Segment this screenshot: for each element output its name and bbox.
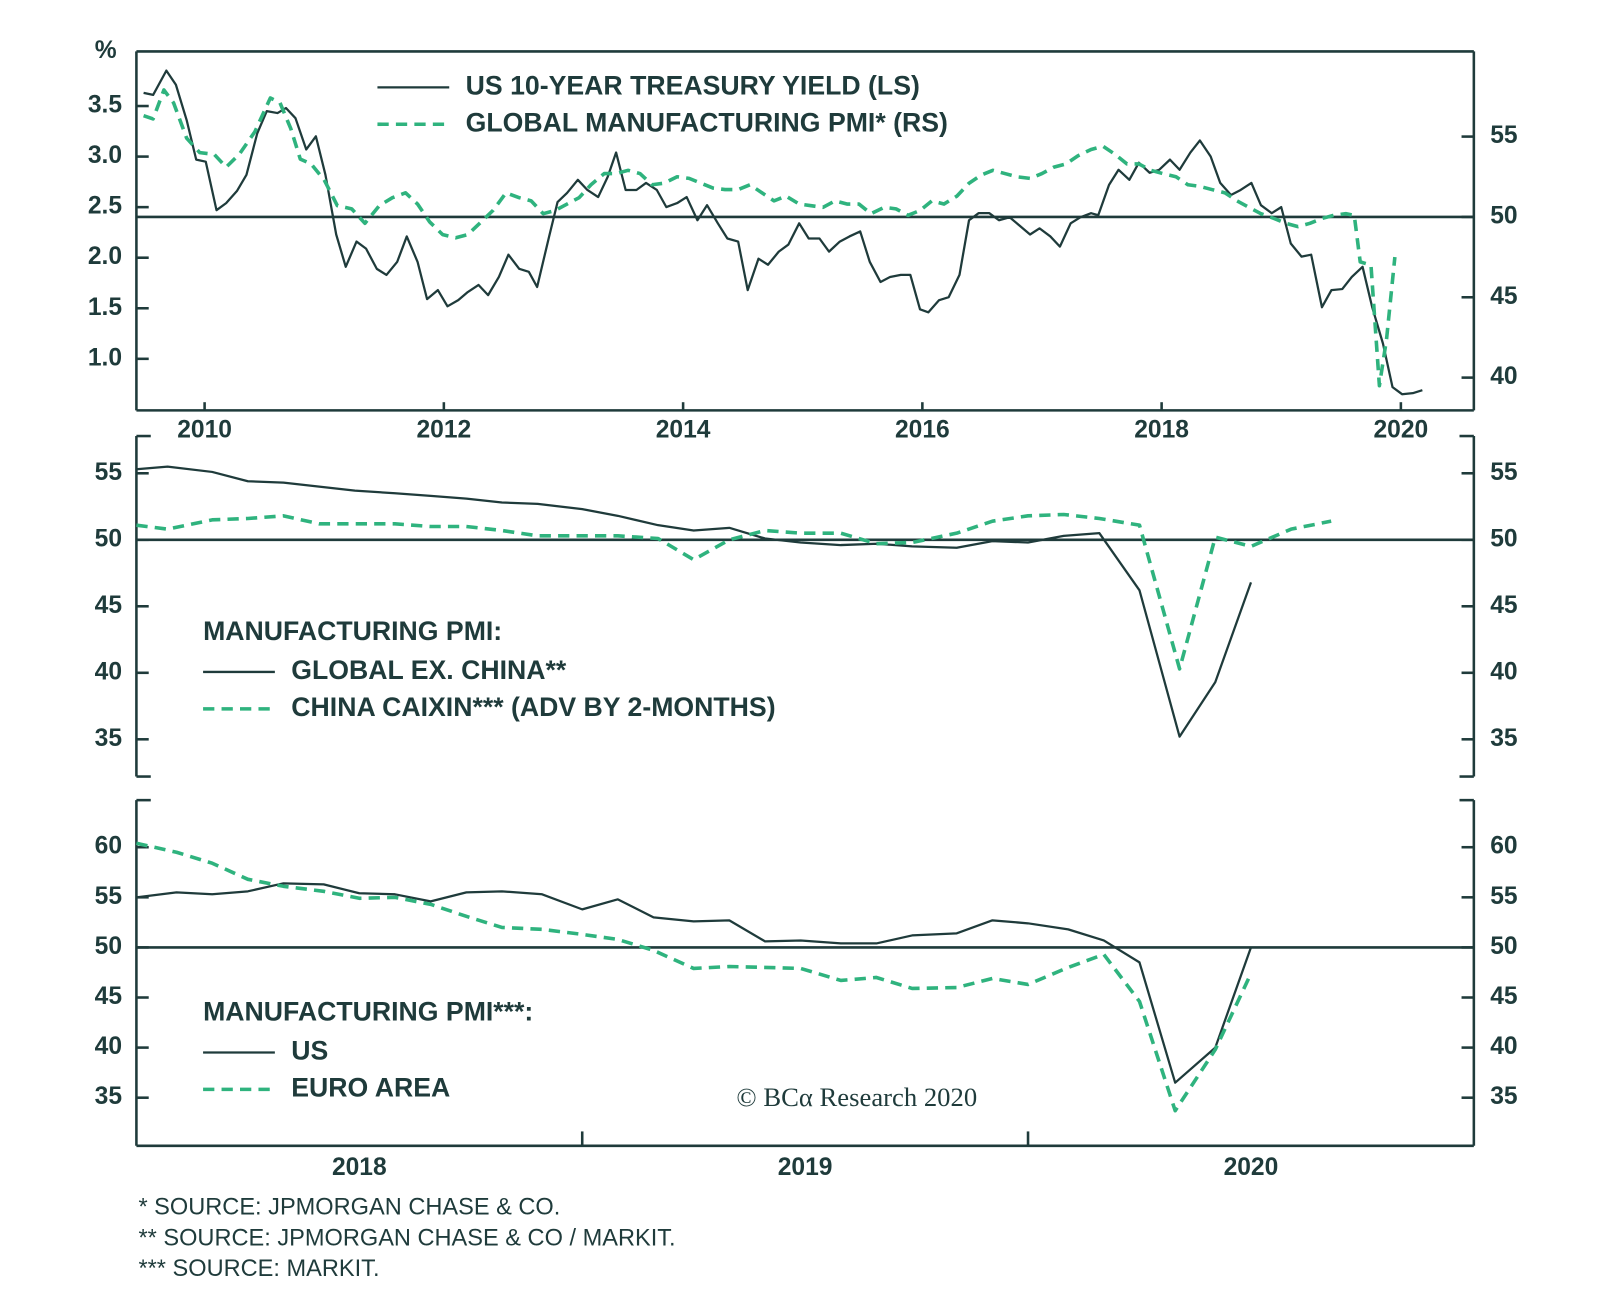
series-line bbox=[143, 69, 1423, 396]
x-tick-label: 2012 bbox=[416, 416, 471, 443]
y-tick-label: 55 bbox=[95, 883, 122, 910]
x-tick-label: 2014 bbox=[656, 416, 711, 443]
x-tick-label: 2018 bbox=[1134, 416, 1189, 443]
y2-tick-label: 35 bbox=[1490, 1083, 1517, 1110]
legend-title: MANUFACTURING PMI***: bbox=[203, 997, 533, 1027]
x-tick-label: 2018 bbox=[332, 1154, 387, 1181]
y2-tick-label: 60 bbox=[1490, 833, 1517, 860]
x-tick-label: 2020 bbox=[1224, 1154, 1279, 1181]
y-unit: % bbox=[95, 37, 117, 64]
y-tick-label: 60 bbox=[95, 833, 122, 860]
legend-label: CHINA CAIXIN*** (ADV BY 2-MONTHS) bbox=[291, 692, 775, 722]
legend-label: US 10-YEAR TREASURY YIELD (LS) bbox=[466, 70, 920, 100]
credit: © BCα Research 2020 bbox=[736, 1082, 977, 1112]
y2-tick-label: 40 bbox=[1490, 363, 1517, 390]
x-tick-label: 2020 bbox=[1373, 416, 1428, 443]
y-tick-label: 45 bbox=[95, 983, 122, 1010]
x-tick-label: 2010 bbox=[177, 416, 232, 443]
y-tick-label: 2.0 bbox=[88, 243, 122, 270]
y2-tick-label: 45 bbox=[1490, 592, 1517, 619]
y-tick-label: 40 bbox=[95, 1033, 122, 1060]
footnote: *** SOURCE: MARKIT. bbox=[138, 1255, 379, 1281]
footnote: ** SOURCE: JPMORGAN CHASE & CO / MARKIT. bbox=[138, 1224, 675, 1250]
y2-tick-label: 45 bbox=[1490, 283, 1517, 310]
y2-tick-label: 40 bbox=[1490, 1033, 1517, 1060]
y-tick-label: 50 bbox=[95, 525, 122, 552]
series-line bbox=[136, 841, 1253, 1113]
y2-tick-label: 50 bbox=[1490, 525, 1517, 552]
x-tick-label: 2016 bbox=[895, 416, 950, 443]
y-tick-label: 35 bbox=[95, 1083, 122, 1110]
y-tick-label: 3.5 bbox=[88, 92, 122, 119]
y2-tick-label: 45 bbox=[1490, 983, 1517, 1010]
y-tick-label: 2.5 bbox=[88, 193, 122, 220]
legend-label: GLOBAL EX. CHINA** bbox=[291, 655, 567, 685]
y-tick-label: 45 bbox=[95, 592, 122, 619]
legend-label: US bbox=[291, 1035, 328, 1065]
y2-tick-label: 55 bbox=[1490, 883, 1517, 910]
y2-tick-label: 55 bbox=[1490, 122, 1517, 149]
x-tick-label: 2019 bbox=[778, 1154, 833, 1181]
y2-tick-label: 55 bbox=[1490, 459, 1517, 486]
y2-tick-label: 50 bbox=[1490, 202, 1517, 229]
legend-title: MANUFACTURING PMI: bbox=[203, 616, 502, 646]
legend-label: GLOBAL MANUFACTURING PMI* (RS) bbox=[466, 107, 948, 137]
y2-tick-label: 50 bbox=[1490, 933, 1517, 960]
y2-tick-label: 40 bbox=[1490, 658, 1517, 685]
series-line bbox=[136, 465, 1253, 738]
legend-label: EURO AREA bbox=[291, 1072, 450, 1102]
series-line bbox=[143, 88, 1397, 388]
y-tick-label: 50 bbox=[95, 933, 122, 960]
y-tick-label: 55 bbox=[95, 459, 122, 486]
y-tick-label: 1.0 bbox=[88, 344, 122, 371]
y-tick-label: 1.5 bbox=[88, 294, 122, 321]
y-tick-label: 3.0 bbox=[88, 142, 122, 169]
y2-tick-label: 35 bbox=[1490, 725, 1517, 752]
series-line bbox=[136, 882, 1253, 1084]
footnote: * SOURCE: JPMORGAN CHASE & CO. bbox=[138, 1194, 560, 1220]
y-tick-label: 35 bbox=[95, 725, 122, 752]
y-tick-label: 40 bbox=[95, 658, 122, 685]
